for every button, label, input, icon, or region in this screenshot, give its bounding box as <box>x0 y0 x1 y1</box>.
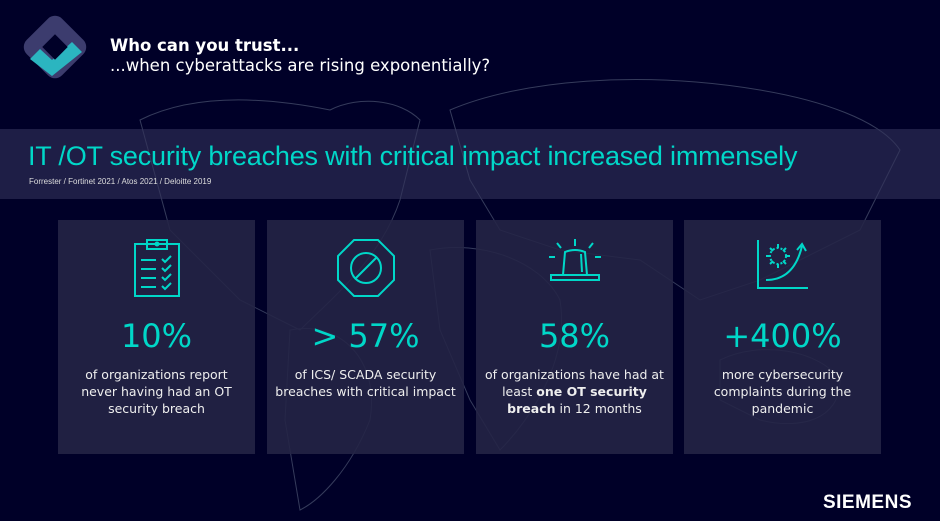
desc-text: in 12 months <box>555 401 642 416</box>
sources: Forrester / Fortinet 2021 / Atos 2021 / … <box>29 177 212 186</box>
stat-description: of organizations report never having had… <box>81 367 232 416</box>
trust-logo-icon <box>23 15 87 79</box>
stat-description: of ICS/ SCADA security breaches with cri… <box>275 367 456 399</box>
desc-text: of organizations have had at least <box>485 367 664 399</box>
stop-sign-icon <box>336 239 395 297</box>
headline: IT /OT security breaches with critical i… <box>28 141 798 171</box>
header-title: Who can you trust... ...when cyberattack… <box>110 36 490 76</box>
virus-growth-chart-icon <box>756 240 808 289</box>
stat-description: of organizations have had at least one O… <box>484 366 665 417</box>
stat-description: more cybersecurity complaints during the… <box>713 367 852 416</box>
stat-card-2: > 57% of ICS/ SCADA security breaches wi… <box>267 220 464 454</box>
stat-value: 58% <box>538 317 611 355</box>
stat-value: +400% <box>723 317 842 355</box>
stat-value: 10% <box>120 317 193 355</box>
header-title-line2: ...when cyberattacks are rising exponent… <box>110 56 491 75</box>
headline-banner: IT /OT security breaches with critical i… <box>0 129 940 199</box>
stat-value: > 57% <box>311 317 420 355</box>
siemens-logo: SIEMENS <box>822 492 912 513</box>
header-title-line1: Who can you trust... <box>110 36 300 55</box>
stat-card-4: +400% more cybersecurity complaints duri… <box>684 220 881 454</box>
stat-card-3: 58% of organizations have had at least o… <box>476 220 673 454</box>
stat-card-1: 10% of organizations report never having… <box>58 220 255 454</box>
desc-emphasis: one OT security breach <box>507 384 647 416</box>
clipboard-checklist-icon <box>133 239 180 297</box>
alarm-siren-icon <box>548 239 601 281</box>
